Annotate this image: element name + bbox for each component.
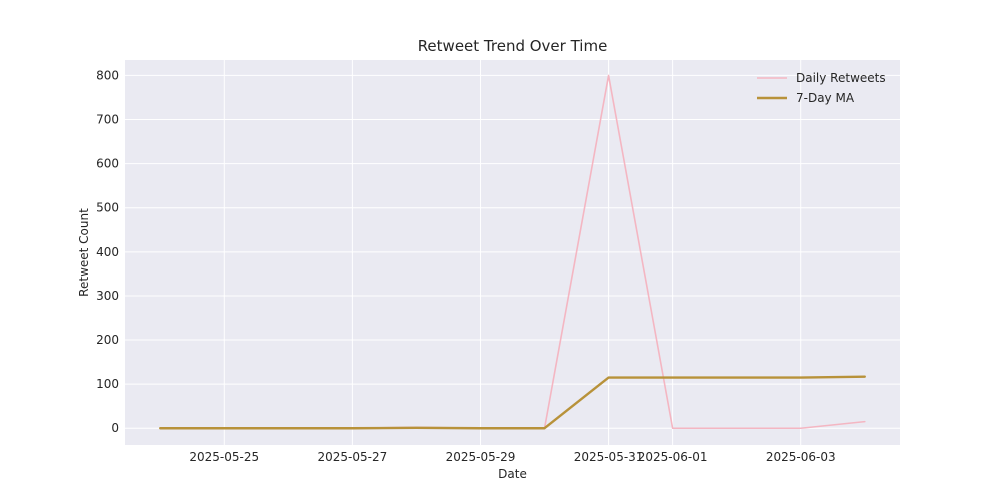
series-line-seven-day-ma	[159, 375, 866, 430]
x-tick-label: 2025-05-25	[189, 450, 259, 464]
legend: Daily Retweets 7-Day MA	[757, 71, 886, 105]
y-tick-label: 700	[96, 113, 119, 127]
x-tick-label: 2025-05-31	[574, 450, 644, 464]
y-tick-label: 300	[96, 289, 119, 303]
x-tick-label: 2025-05-29	[446, 450, 516, 464]
y-tick-label: 800	[96, 68, 119, 82]
x-tick-label: 2025-06-03	[766, 450, 836, 464]
legend-label: Daily Retweets	[796, 71, 886, 85]
y-tick-label: 400	[96, 245, 119, 259]
y-tick-label: 0	[111, 421, 119, 435]
y-axis-label: Retweet Count	[77, 208, 91, 297]
plot-background	[125, 60, 900, 445]
x-tick-label: 2025-06-01	[638, 450, 708, 464]
chart-title: Retweet Trend Over Time	[418, 37, 608, 55]
x-axis-label: Date	[498, 467, 527, 481]
x-tick-label: 2025-05-27	[318, 450, 388, 464]
y-tick-label: 200	[96, 333, 119, 347]
y-tick-label: 500	[96, 201, 119, 215]
y-tick-label: 100	[96, 377, 119, 391]
legend-label: 7-Day MA	[796, 91, 855, 105]
y-tick-label: 600	[96, 157, 119, 171]
